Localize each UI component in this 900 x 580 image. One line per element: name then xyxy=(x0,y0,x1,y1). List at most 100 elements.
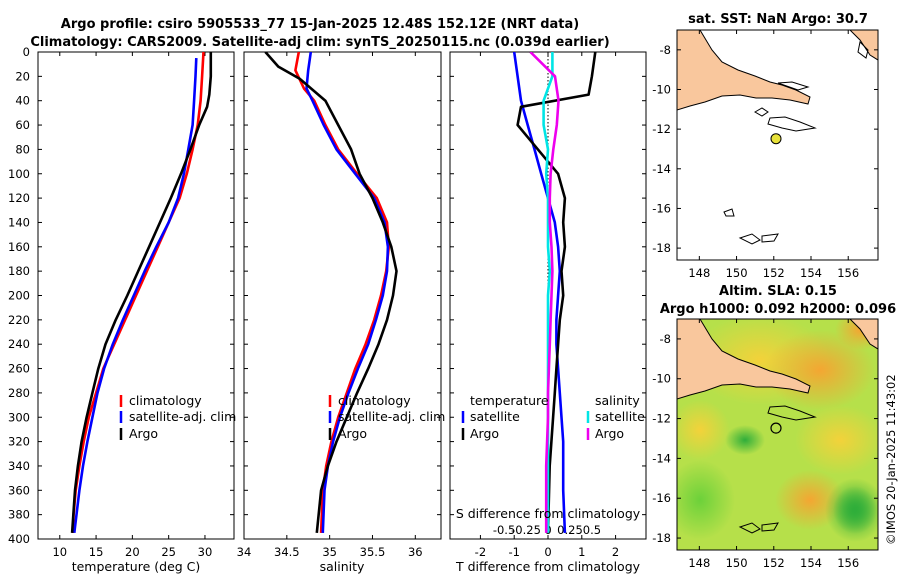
legend-argo: Argo xyxy=(129,426,158,441)
temperature-x-axis: 10 15 20 25 30 xyxy=(52,52,212,559)
x-tick-label: 34 xyxy=(237,545,252,559)
sla-island-louisiade xyxy=(767,405,817,421)
lon-tick-label: 150 xyxy=(726,266,748,280)
depth-tick-label: 360 xyxy=(8,483,30,497)
depth-tick-label: 140 xyxy=(8,215,30,229)
depth-tick-label: 180 xyxy=(8,264,30,278)
depth-axis: 0 20 40 60 80 100 120 140 160 180 200 220 240 260 280 3… xyxy=(8,45,646,546)
sal-legend-climatology: climatology xyxy=(338,393,411,408)
lat-tick-label: -18 xyxy=(652,241,671,255)
lon-tick-label: 156 xyxy=(837,556,859,570)
sla-land-bougainville xyxy=(849,319,878,350)
lon-tick-label: 148 xyxy=(688,556,710,570)
depth-tick-label: 0 xyxy=(23,45,30,59)
sst-island-south xyxy=(738,233,761,245)
lon-tick-label: 156 xyxy=(837,266,859,280)
series-satellite-adj-clim xyxy=(305,52,390,533)
salinity-panel-frame xyxy=(243,51,442,540)
diff-legend-s-argo: Argo xyxy=(595,426,624,441)
sst-land-bougainville xyxy=(849,30,878,61)
legend-salinity-header: salinity xyxy=(595,393,640,408)
lon-tick-label: 152 xyxy=(763,556,785,570)
depth-tick-label: 60 xyxy=(15,118,30,132)
lat-tick-label: -12 xyxy=(652,122,671,136)
sst-island xyxy=(857,40,869,59)
lat-tick-label: -10 xyxy=(652,372,671,386)
lat-tick-label: -8 xyxy=(660,332,671,346)
sla-island-south xyxy=(738,522,761,534)
lon-tick-label: 148 xyxy=(688,266,710,280)
difference-lines xyxy=(512,52,597,533)
sst-island xyxy=(753,107,769,117)
lat-tick-label: -8 xyxy=(660,43,671,57)
s-difference-label: S difference from climatology xyxy=(456,506,641,521)
x-tick-label: 1 xyxy=(578,545,585,559)
depth-tick-label: 40 xyxy=(15,94,30,108)
series-argo xyxy=(70,52,213,533)
sst-map-title: sat. SST: NaN Argo: 30.7 xyxy=(688,12,868,27)
sla-map-title2: Argo h1000: 0.092 h2000: 0.096 xyxy=(660,302,896,317)
s-tick-label: -0.25 xyxy=(511,523,541,537)
lon-tick-label: 154 xyxy=(800,266,822,280)
lon-tick-label: 150 xyxy=(726,556,748,570)
sst-map xyxy=(677,30,878,260)
temperature-legend: climatology satellite-adj. clim Argo xyxy=(119,393,236,441)
sst-map-axes: -8 -10 -12 -14 -16 -18 148 150 152 154 156 xyxy=(652,30,878,280)
lat-tick-label: -12 xyxy=(652,412,671,426)
sla-blob xyxy=(677,460,735,540)
depth-tick-label: 240 xyxy=(8,337,30,351)
depth-tick-label: 20 xyxy=(15,69,30,83)
sst-land-new-guinea xyxy=(677,30,811,111)
x-tick-label: 2 xyxy=(612,545,619,559)
sla-map-frame xyxy=(676,318,879,551)
series-salinity-argo xyxy=(529,52,560,533)
depth-tick-label: 80 xyxy=(15,142,30,156)
x-tick-label: 34.5 xyxy=(274,545,300,559)
difference-legend: temperature satellite Argo salinity sate… xyxy=(461,393,645,441)
lat-tick-label: -14 xyxy=(652,162,671,176)
legend-satellite-adj: satellite-adj. clim xyxy=(129,409,236,424)
x-tick-label: 36 xyxy=(408,545,423,559)
x-tick-label: 0 xyxy=(544,545,551,559)
s-tick-label: 0.25 xyxy=(557,523,583,537)
legend-temperature-header: temperature xyxy=(470,393,549,408)
salinity-x-axis: 34 34.5 35 35.5 36 xyxy=(237,52,423,559)
lon-tick-label: 152 xyxy=(763,266,785,280)
x-tick-label: -1 xyxy=(508,545,519,559)
temperature-xlabel: temperature (deg C) xyxy=(72,559,201,574)
series-climatology xyxy=(71,52,205,533)
sal-legend-argo: Argo xyxy=(338,426,367,441)
s-tick-label: -0.5 xyxy=(493,523,515,537)
x-tick-label: 30 xyxy=(198,545,213,559)
lon-tick-label: 154 xyxy=(800,556,822,570)
lat-tick-label: -16 xyxy=(652,201,671,215)
depth-tick-label: 380 xyxy=(8,508,30,522)
sst-island-south xyxy=(761,233,779,243)
sla-map-axes: -8 -10 -12 -14 -16 -18 148 150 152 154 156 xyxy=(652,319,878,570)
sla-map-title1: Altim. SLA: 0.15 xyxy=(719,284,837,299)
sla-argo-marker xyxy=(770,422,782,434)
depth-tick-label: 120 xyxy=(8,191,30,205)
sst-island-south xyxy=(723,208,735,217)
sst-argo-marker xyxy=(770,133,782,145)
depth-tick-label: 220 xyxy=(8,313,30,327)
depth-tick-label: 260 xyxy=(8,362,30,376)
sla-blob xyxy=(795,405,878,475)
s-tick-label: 0.5 xyxy=(583,523,601,537)
imos-credit: ©IMOS 20-Jan-2025 11:43:02 xyxy=(884,374,898,545)
sla-blob xyxy=(677,400,730,460)
diff-legend-t-argo: Argo xyxy=(470,426,499,441)
series-argo xyxy=(264,52,398,534)
legend-climatology: climatology xyxy=(129,393,202,408)
sla-map xyxy=(677,319,878,550)
salinity-legend: climatology satellite-adj. clim Argo xyxy=(328,393,445,441)
temperature-lines xyxy=(70,52,213,534)
depth-tick-label: 160 xyxy=(8,240,30,254)
sst-map-frame xyxy=(676,29,879,261)
depth-tick-label: 340 xyxy=(8,459,30,473)
depth-tick-label: 200 xyxy=(8,289,30,303)
figure-title-line1: Argo profile: csiro 5905533_77 15-Jan-20… xyxy=(61,17,579,32)
x-tick-label: -2 xyxy=(475,545,486,559)
x-tick-label: 35.5 xyxy=(360,545,386,559)
